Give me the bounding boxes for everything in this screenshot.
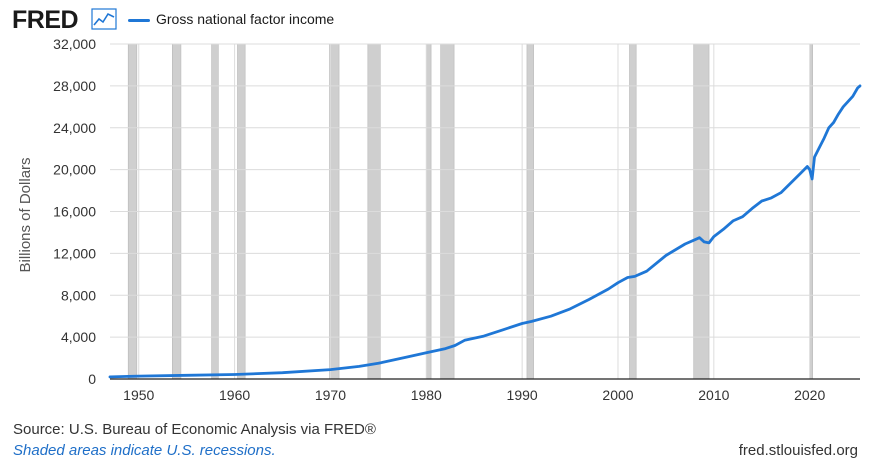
x-tick-label: 2000 [602,387,633,403]
y-tick-label: 20,000 [53,162,96,178]
x-tick-label: 1970 [315,387,346,403]
y-tick-label: 28,000 [53,78,96,94]
x-tick-label: 1980 [411,387,442,403]
x-tick-label: 1990 [507,387,538,403]
x-tick-label: 1960 [219,387,250,403]
fred-logo[interactable]: FRED [12,6,79,34]
line-chart-icon [91,8,117,30]
x-tick-label: 1950 [123,387,154,403]
recession-note: Shaded areas indicate U.S. recessions. [13,442,276,459]
series-line-0 [108,84,862,379]
x-tick-label: 2010 [698,387,729,403]
y-tick-label: 16,000 [53,204,96,220]
source-prefix: Source: [13,421,69,438]
x-tick-label: 2020 [794,387,825,403]
source-text: U.S. Bureau of Economic Analysis via FRE… [68,421,376,438]
fred-url[interactable]: fred.stlouisfed.org [738,442,858,459]
y-tick-label: 0 [88,371,96,387]
series-layer [108,84,862,379]
y-tick-label: 4,000 [61,329,96,345]
y-tick-label: 24,000 [53,120,96,136]
y-tick-label: 8,000 [61,287,96,303]
y-tick-label: 12,000 [53,245,96,261]
chart-header: FRED Gross national factor income [0,0,880,40]
tick-labels: 0 4,000 8,000 12,000 16,000 20,000 24,000 28,00… [53,36,825,403]
legend-swatch [128,18,150,22]
legend-item[interactable]: Gross national factor income [128,11,334,27]
y-tick-label: 32,000 [53,36,96,52]
y-axis-title: Billions of Dollars [17,157,34,272]
legend-label: Gross national factor income [156,11,335,27]
source-line: Source: U.S. Bureau of Economic Analysis… [13,421,376,438]
